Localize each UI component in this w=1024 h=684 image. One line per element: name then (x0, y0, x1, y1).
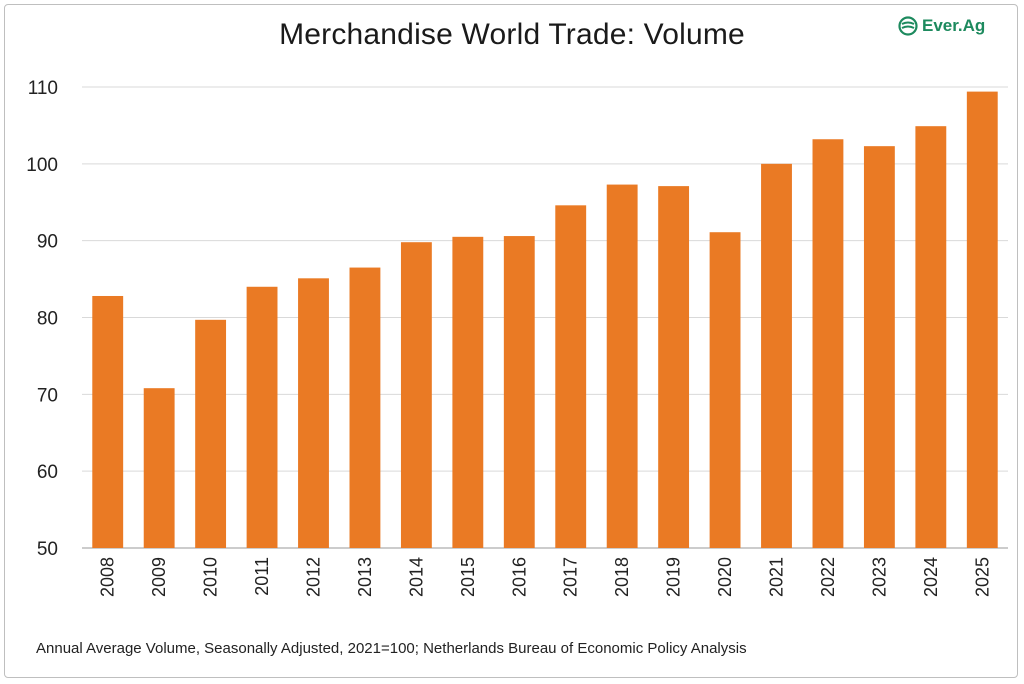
x-tick-label: 2012 (304, 557, 324, 597)
bars (92, 91, 998, 549)
chart-title: Merchandise World Trade: Volume (279, 18, 745, 51)
x-tick-label: 2018 (612, 557, 632, 597)
x-tick-label: 2020 (715, 557, 735, 597)
bar-2024 (915, 126, 947, 548)
bar-2020 (709, 232, 741, 548)
x-tick-label: 2015 (458, 557, 478, 597)
y-tick-label: 60 (37, 462, 58, 483)
bar-2009 (143, 388, 175, 548)
bar-2011 (246, 286, 278, 548)
bar-2015 (452, 236, 484, 548)
grid-lines (82, 86, 1008, 549)
bar-2012 (298, 278, 329, 548)
x-tick-label: 2023 (869, 557, 889, 597)
bar-2010 (195, 319, 227, 548)
y-tick-label: 70 (37, 385, 58, 406)
x-tick-label: 2025 (972, 557, 992, 597)
y-tick-label: 50 (37, 539, 58, 560)
bar-2008 (92, 295, 124, 548)
x-tick-label: 2017 (561, 557, 581, 597)
bar-2021 (761, 163, 792, 549)
x-tick-label: 2019 (664, 557, 684, 597)
x-tick-label: 2010 (201, 557, 221, 597)
x-tick-label: 2024 (921, 557, 941, 597)
bar-2018 (606, 184, 638, 548)
bar-2023 (863, 146, 895, 548)
y-tick-label: 90 (37, 232, 58, 253)
x-tick-label: 2013 (355, 557, 375, 597)
brand-logo: Ever.Ag (898, 14, 985, 38)
y-axis-ticks: 50 60 70 80 90 100 110 (26, 78, 58, 560)
x-tick-label: 2021 (767, 557, 787, 597)
bar-2022 (812, 139, 844, 548)
ever-ag-logo-icon (898, 16, 918, 36)
y-tick-label: 110 (28, 78, 58, 99)
bar-2016 (503, 236, 535, 548)
x-tick-label: 2022 (818, 557, 838, 597)
source-note: Annual Average Volume, Seasonally Adjust… (36, 640, 747, 657)
x-tick-label: 2009 (149, 557, 169, 597)
bar-2025 (966, 91, 998, 549)
bar-2017 (555, 205, 587, 548)
y-tick-label: 80 (37, 309, 58, 330)
x-axis-ticks: 2008 2009 2010 2011 2012 2013 2014 2015 2016 2017… (98, 557, 993, 597)
x-tick-label: 2008 (98, 557, 118, 597)
bar-2013 (349, 267, 381, 548)
y-tick-label: 100 (26, 155, 58, 176)
bar-2014 (400, 242, 432, 548)
bar-2019 (658, 186, 690, 549)
x-tick-label: 2011 (252, 557, 272, 596)
logo-text: Ever.Ag (922, 16, 986, 35)
x-tick-label: 2016 (509, 557, 529, 597)
x-tick-label: 2014 (406, 557, 426, 597)
